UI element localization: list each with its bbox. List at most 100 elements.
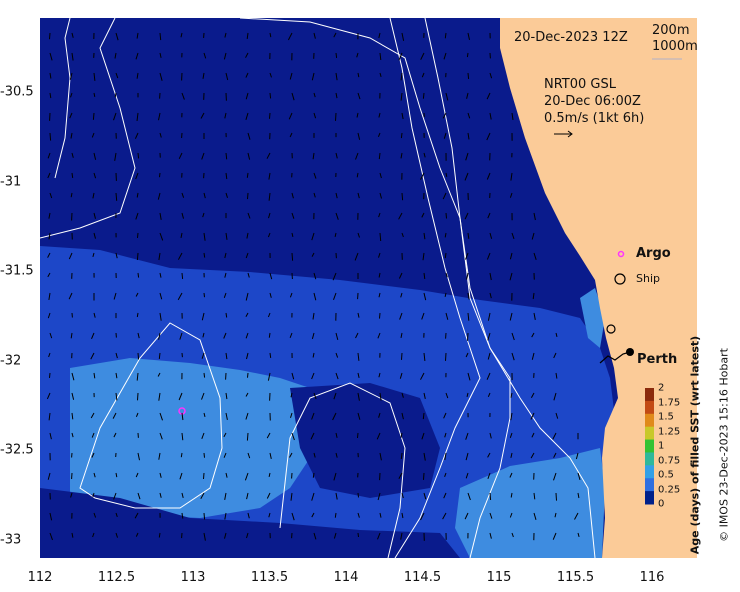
current-vector: [332, 272, 337, 281]
current-vector: [178, 392, 183, 401]
current-vector: [223, 432, 227, 438]
current-vector: [445, 352, 447, 361]
current-vector: [115, 392, 118, 401]
current-vector: [443, 412, 447, 419]
current-vector: [291, 192, 294, 199]
current-vector: [136, 252, 139, 261]
current-vector: [509, 312, 513, 321]
current-vector: [71, 532, 74, 538]
current-vector: [401, 512, 404, 519]
current-vector: [423, 352, 426, 361]
map-date-title: 20-Dec-2023 12Z: [514, 30, 628, 45]
current-vector: [421, 212, 425, 218]
current-vector: [486, 172, 491, 180]
current-vector: [244, 472, 249, 481]
current-vector: [511, 112, 514, 120]
x-tick-label: 114.5: [403, 570, 442, 585]
colorbar-swatch: [645, 491, 654, 505]
current-vector: [313, 532, 317, 540]
current-vector: [379, 172, 382, 179]
current-vector: [379, 312, 381, 319]
current-vector: [178, 152, 183, 160]
current-vector: [422, 252, 425, 261]
current-vector: [313, 32, 316, 39]
current-vector: [291, 432, 295, 441]
current-vector: [489, 432, 492, 439]
current-vector: [49, 332, 53, 339]
current-vector: [401, 192, 404, 201]
current-vector: [467, 32, 470, 41]
colorbar-tick-label: 0.25: [658, 484, 681, 495]
colorbar-swatch: [645, 452, 654, 466]
current-vector: [443, 492, 447, 499]
current-vector: [399, 312, 403, 320]
current-vector: [312, 472, 315, 478]
current-vector: [158, 392, 161, 401]
current-vector: [49, 52, 53, 61]
current-vector: [378, 272, 381, 278]
current-vector: [137, 352, 140, 360]
current-vector: [444, 252, 447, 259]
current-vector: [159, 232, 164, 241]
current-vector: [357, 532, 359, 538]
current-vector: [531, 332, 535, 338]
current-vector: [400, 532, 403, 540]
current-vector: [181, 492, 184, 499]
current-vector: [46, 392, 51, 400]
current-vector: [159, 432, 163, 440]
current-vector: [354, 252, 359, 261]
current-vector: [357, 192, 360, 199]
current-vector: [355, 332, 359, 339]
current-vector: [335, 352, 339, 358]
current-vector: [445, 212, 447, 219]
current-vector: [247, 152, 251, 160]
current-vector: [136, 72, 139, 79]
current-vector: [489, 72, 493, 79]
colorbar: [645, 388, 654, 505]
current-vector: [157, 372, 161, 377]
current-vector: [203, 252, 206, 258]
current-vector: [335, 432, 338, 438]
current-vector: [400, 332, 403, 338]
current-vector: [401, 352, 403, 360]
current-vector: [93, 92, 96, 98]
current-vector: [245, 392, 249, 397]
current-vector: [423, 272, 426, 279]
current-vector: [245, 312, 249, 318]
current-vector: [357, 92, 361, 100]
current-vector: [334, 512, 337, 518]
current-vector: [49, 72, 52, 79]
current-vector: [465, 252, 469, 260]
current-vector: [266, 432, 271, 439]
x-tick-label: 113.5: [250, 570, 289, 585]
current-vector: [266, 152, 271, 159]
current-vector: [135, 472, 139, 478]
current-vector: [464, 512, 469, 520]
current-vector: [467, 72, 470, 79]
current-vector: [200, 492, 205, 500]
current-vector: [400, 432, 403, 438]
current-vector: [113, 292, 117, 300]
current-vector: [467, 492, 471, 501]
current-vector: [289, 72, 293, 80]
current-vector: [487, 212, 491, 219]
y-tick-label: -32: [0, 353, 22, 369]
current-vector: [509, 432, 513, 438]
current-vector: [443, 52, 447, 60]
current-vector: [137, 452, 140, 461]
current-vector: [399, 372, 403, 379]
current-vector: [290, 412, 293, 418]
current-vector: [357, 372, 360, 379]
map-canvas: [40, 18, 697, 558]
current-vector: [202, 72, 205, 79]
current-vector: [509, 252, 513, 260]
colorbar-tick-label: 2: [658, 382, 665, 394]
colorbar-tick-label: 0.5: [658, 469, 674, 481]
current-vector: [357, 432, 359, 439]
current-vector: [421, 72, 425, 78]
current-vector: [93, 72, 96, 81]
current-vector: [92, 252, 95, 258]
current-vector: [93, 512, 97, 518]
current-time-label: 20-Dec 06:00Z: [544, 94, 641, 109]
current-vector: [401, 492, 404, 499]
